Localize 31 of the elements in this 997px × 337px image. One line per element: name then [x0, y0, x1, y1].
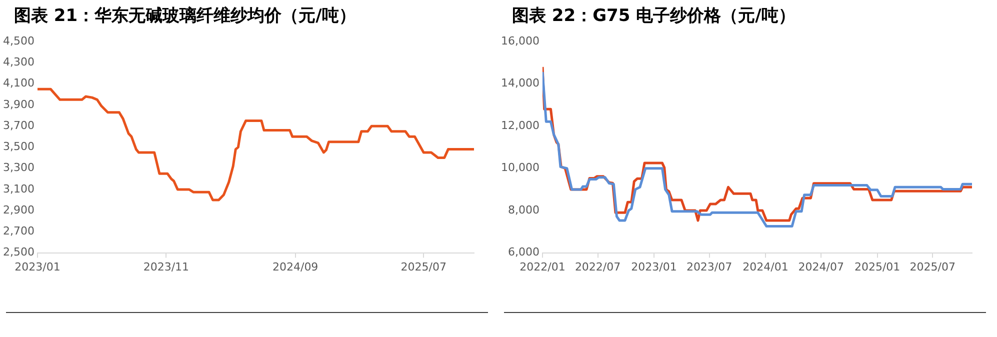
y-tick-label: 14,000	[500, 76, 540, 90]
y-tick-label: 4,500	[2, 34, 34, 48]
y-tick-label: 3,300	[2, 161, 34, 174]
y-tick-label: 3,700	[2, 118, 34, 132]
x-tick-label: 2024/09	[272, 260, 318, 274]
y-tick-label: 4,300	[2, 56, 34, 69]
y-tick-label: 2,500	[2, 246, 34, 259]
y-tick-label: 3,100	[2, 182, 34, 196]
chart-title: 图表 21：华东无碱玻璃纤维纱均价（元/吨）	[13, 5, 357, 28]
y-tick-label: 16,000	[500, 34, 540, 48]
x-tick-label: 2022/07	[574, 260, 621, 274]
y-tick-label: 3,900	[2, 98, 34, 111]
x-tick-label: 2023/01	[631, 260, 677, 274]
x-tick-label: 2023/07	[686, 260, 732, 274]
x-tick-label: 2024/01	[742, 260, 788, 274]
y-tick-label: 6,000	[508, 246, 540, 259]
y-tick-label: 8,000	[508, 203, 540, 216]
x-tick-label: 2025/07	[910, 260, 956, 274]
y-tick-label: 2,700	[2, 224, 34, 238]
y-tick-label: 4,100	[2, 76, 34, 90]
x-tick-label: 2022/01	[520, 260, 566, 274]
x-tick-label: 2024/07	[798, 260, 844, 274]
x-tick-label: 2025/07	[400, 260, 446, 274]
x-tick-label: 2025/01	[854, 260, 900, 274]
y-tick-label: 2,900	[2, 203, 34, 216]
y-tick-label: 12,000	[500, 118, 540, 132]
chart-title: 图表 22：G75 电子纱价格（元/吨）	[511, 5, 796, 28]
y-tick-label: 3,500	[2, 140, 34, 154]
y-tick-label: 10,000	[500, 161, 540, 174]
x-tick-label: 2023/11	[143, 260, 190, 274]
x-tick-label: 2023/01	[14, 260, 60, 274]
